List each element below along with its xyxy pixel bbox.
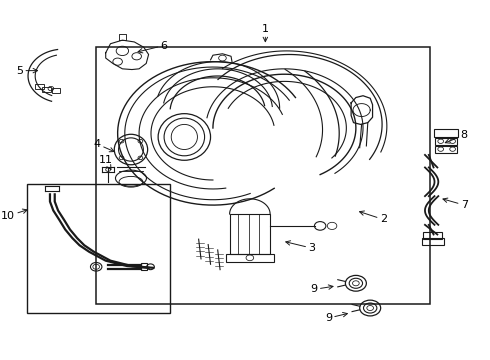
Text: 9: 9 xyxy=(325,312,347,323)
Bar xyxy=(35,84,44,89)
Text: 8: 8 xyxy=(445,130,468,143)
Text: 9: 9 xyxy=(311,284,333,294)
Text: 4: 4 xyxy=(94,139,114,152)
Text: 7: 7 xyxy=(443,198,468,210)
Bar xyxy=(226,253,274,262)
Text: 11: 11 xyxy=(98,155,113,170)
Bar xyxy=(27,184,170,313)
Bar xyxy=(42,87,51,92)
Bar xyxy=(423,232,442,239)
Text: 6: 6 xyxy=(138,41,168,53)
Text: 1: 1 xyxy=(262,24,269,42)
Bar xyxy=(142,263,147,270)
Bar xyxy=(230,214,270,253)
Bar xyxy=(421,238,443,244)
Bar xyxy=(434,130,458,137)
Text: 5: 5 xyxy=(16,66,38,76)
Bar xyxy=(52,88,60,93)
Bar xyxy=(96,47,430,304)
Bar xyxy=(435,138,457,145)
Text: 2: 2 xyxy=(360,211,387,224)
Text: 10: 10 xyxy=(1,209,27,221)
Bar xyxy=(435,146,457,153)
Text: 3: 3 xyxy=(286,241,315,253)
